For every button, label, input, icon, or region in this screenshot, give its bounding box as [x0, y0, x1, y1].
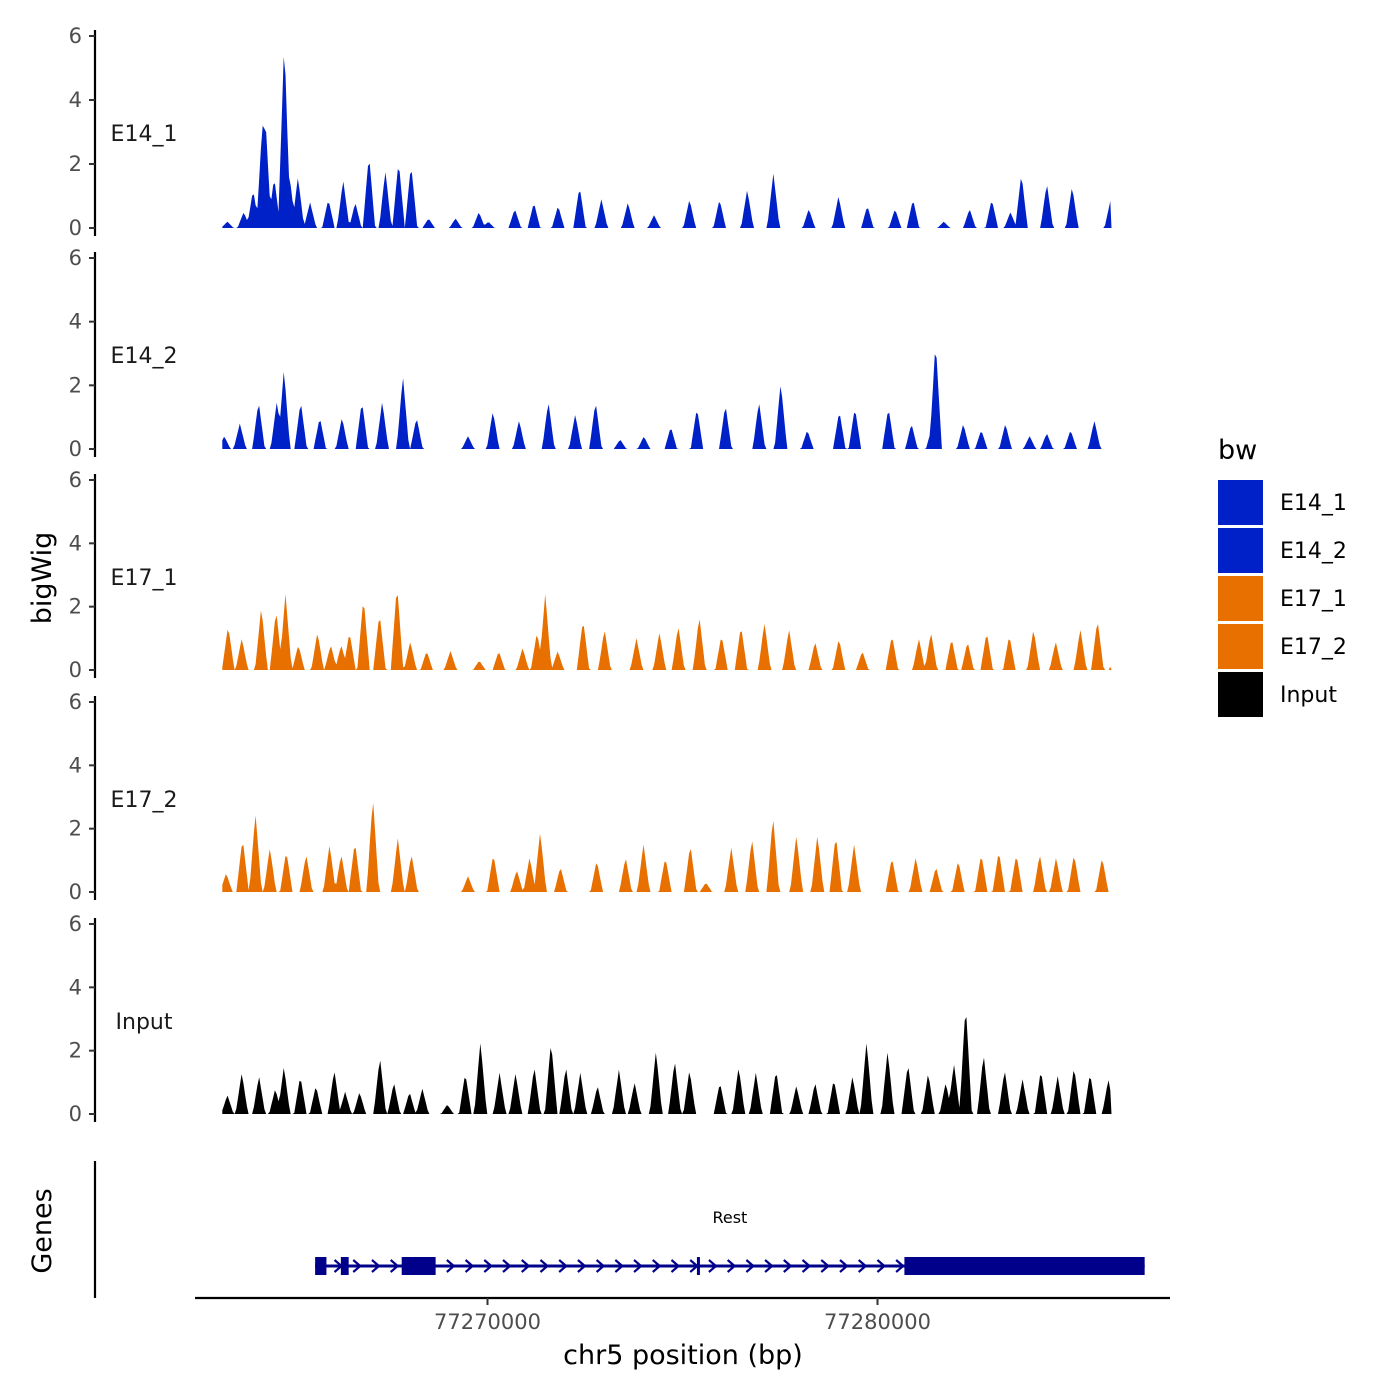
gene-exon: [401, 1257, 436, 1275]
strand-arrow: [839, 1259, 849, 1273]
gene-exon: [904, 1257, 1145, 1275]
legend-swatch-E14_2: [1218, 528, 1263, 573]
y-tick-label: 2: [69, 817, 82, 841]
strand-arrow: [801, 1259, 812, 1273]
strand-arrow: [539, 1259, 550, 1273]
track-E14_1: 0 2 4 6 E14_1: [69, 24, 1112, 240]
legend-title: bw: [1218, 435, 1257, 466]
y-tick-label: 2: [69, 373, 82, 397]
y-tick-label: 0: [69, 880, 82, 904]
strand-arrow: [614, 1259, 625, 1273]
y-tick-label: 2: [69, 595, 82, 619]
strand-arrow: [745, 1259, 756, 1273]
strand-arrow: [726, 1259, 737, 1273]
strand-arrow: [633, 1259, 643, 1273]
strand-arrow: [521, 1259, 531, 1273]
track-label: E14_2: [111, 344, 178, 369]
y-axis-title: bigWig: [27, 532, 58, 625]
y-tick-label: 0: [69, 216, 82, 240]
strand-arrow: [464, 1259, 475, 1273]
legend-label-E14_1: E14_1: [1280, 491, 1347, 516]
y-tick-label: 2: [69, 152, 82, 176]
coverage-area-E17_2: [222, 802, 1112, 892]
y-tick-label: 2: [69, 1039, 82, 1063]
strand-arrow: [783, 1259, 793, 1273]
coverage-area-E17_1: [222, 594, 1112, 670]
track-label: Input: [116, 1010, 173, 1035]
track-E17_1: 0 2 4 6 E17_1: [69, 468, 1112, 682]
gene-exon: [696, 1257, 700, 1275]
strand-arrow: [857, 1259, 868, 1273]
track-Input: 0 2 4 6 Input: [69, 912, 1112, 1126]
strand-arrow: [558, 1259, 568, 1273]
y-tick-label: 4: [69, 531, 82, 555]
legend-label-E17_1: E17_1: [1280, 587, 1347, 612]
legend-label-E17_2: E17_2: [1280, 635, 1347, 660]
y-tick-label: 4: [69, 310, 82, 334]
y-tick-label: 4: [69, 753, 82, 777]
strand-arrow: [371, 1259, 381, 1273]
legend-swatch-E17_2: [1218, 624, 1263, 669]
genes-axis-title: Genes: [27, 1188, 58, 1273]
track-label: E14_1: [111, 122, 178, 147]
coverage-tracks: 0 2 4 6 E14_1 0 2 4 6 E14_2 0 2 4 6 E17_1 0 2 4 6 E17_2 0 2 4 6…: [69, 24, 1112, 1126]
strand-arrow: [895, 1259, 905, 1273]
strand-arrow: [708, 1259, 718, 1273]
legend-label-Input: Input: [1280, 683, 1337, 708]
y-tick-label: 6: [69, 912, 82, 936]
legend-swatch-Input: [1218, 672, 1263, 717]
coverage-area-E14_1: [222, 56, 1112, 229]
strand-arrow: [820, 1259, 830, 1273]
strand-arrow: [595, 1259, 606, 1273]
y-tick-label: 6: [69, 468, 82, 492]
genes-track: Rest: [93, 1161, 1145, 1298]
legend-swatch-E14_1: [1218, 480, 1263, 525]
strand-arrow: [483, 1259, 493, 1273]
x-tick-label: 77270000: [434, 1310, 541, 1334]
x-axis-title: chr5 position (bp): [563, 1340, 803, 1371]
legend-label-E14_2: E14_2: [1280, 539, 1347, 564]
strand-arrow: [502, 1259, 512, 1273]
legend-swatch-E17_1: [1218, 576, 1263, 621]
coverage-area-Input: [222, 1017, 1112, 1114]
strand-arrow: [352, 1259, 362, 1273]
legend: bw E14_1 E14_2 E17_1 E17_2 Input: [1218, 435, 1347, 717]
y-tick-label: 6: [69, 690, 82, 714]
x-axis: 77270000 77280000: [195, 1296, 1170, 1334]
y-tick-label: 0: [69, 658, 82, 682]
strand-arrow: [446, 1259, 456, 1273]
strand-arrow: [876, 1259, 887, 1273]
strand-arrow: [652, 1259, 662, 1273]
gene-name-label: Rest: [712, 1208, 747, 1227]
strand-arrow: [670, 1259, 681, 1273]
gene-exon: [315, 1257, 327, 1275]
gene-exon: [340, 1257, 349, 1275]
y-tick-label: 0: [69, 1102, 82, 1126]
y-tick-label: 4: [69, 88, 82, 112]
y-tick-label: 0: [69, 437, 82, 461]
track-label: E17_2: [111, 788, 178, 813]
strand-arrow: [764, 1259, 774, 1273]
x-tick-label: 77280000: [824, 1310, 931, 1334]
track-label: E17_1: [111, 566, 178, 591]
coverage-area-E14_2: [222, 354, 1112, 449]
y-tick-label: 4: [69, 975, 82, 999]
strand-arrow: [389, 1259, 400, 1273]
track-E14_2: 0 2 4 6 E14_2: [69, 246, 1112, 461]
y-tick-label: 6: [69, 246, 82, 270]
strand-arrow: [577, 1259, 587, 1273]
track-E17_2: 0 2 4 6 E17_2: [69, 690, 1112, 904]
y-tick-label: 6: [69, 24, 82, 48]
